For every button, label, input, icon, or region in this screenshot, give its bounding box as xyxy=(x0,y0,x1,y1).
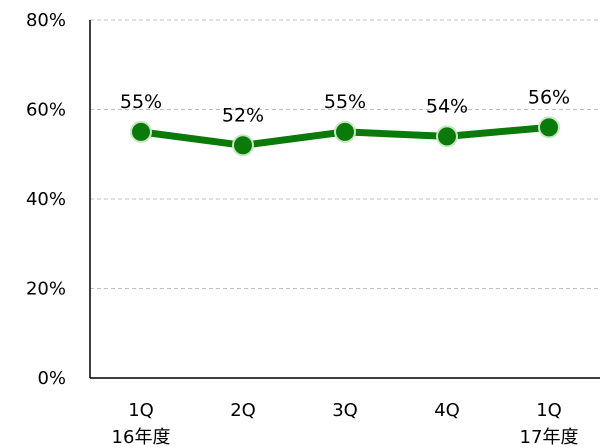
data-label: 54% xyxy=(426,95,468,117)
data-label: 55% xyxy=(120,91,162,113)
x-tick-label: 1Q xyxy=(536,400,562,421)
series xyxy=(130,116,560,157)
x-tick-sublabel: 16年度 xyxy=(112,427,171,448)
x-tick-label: 3Q xyxy=(332,400,358,421)
x-tick-label: 1Q xyxy=(128,400,154,421)
y-tick-label: 20% xyxy=(26,279,66,300)
y-tick-label: 60% xyxy=(26,100,66,121)
data-point xyxy=(232,134,254,157)
y-axis-tick-labels: 0% 20% 40% 60% 80% xyxy=(26,10,66,389)
data-point xyxy=(334,120,356,143)
x-tick-label: 4Q xyxy=(434,400,460,421)
y-tick-label: 80% xyxy=(26,10,66,31)
data-labels: 55% 52% 55% 54% 56% xyxy=(120,86,570,126)
x-axis-tick-labels: 1Q 16年度 2Q 3Q 4Q 1Q 17年度 xyxy=(112,400,579,448)
gridlines xyxy=(90,19,600,289)
data-point xyxy=(436,125,458,148)
data-label: 55% xyxy=(324,91,366,113)
x-tick-sublabel: 17年度 xyxy=(520,427,579,448)
axes xyxy=(89,20,600,379)
x-tick-label: 2Q xyxy=(230,400,256,421)
data-point xyxy=(130,120,152,143)
data-label: 52% xyxy=(222,104,264,126)
y-tick-label: 40% xyxy=(26,189,66,210)
data-label: 56% xyxy=(528,86,570,108)
data-point xyxy=(538,116,560,139)
y-tick-label: 0% xyxy=(37,368,66,389)
